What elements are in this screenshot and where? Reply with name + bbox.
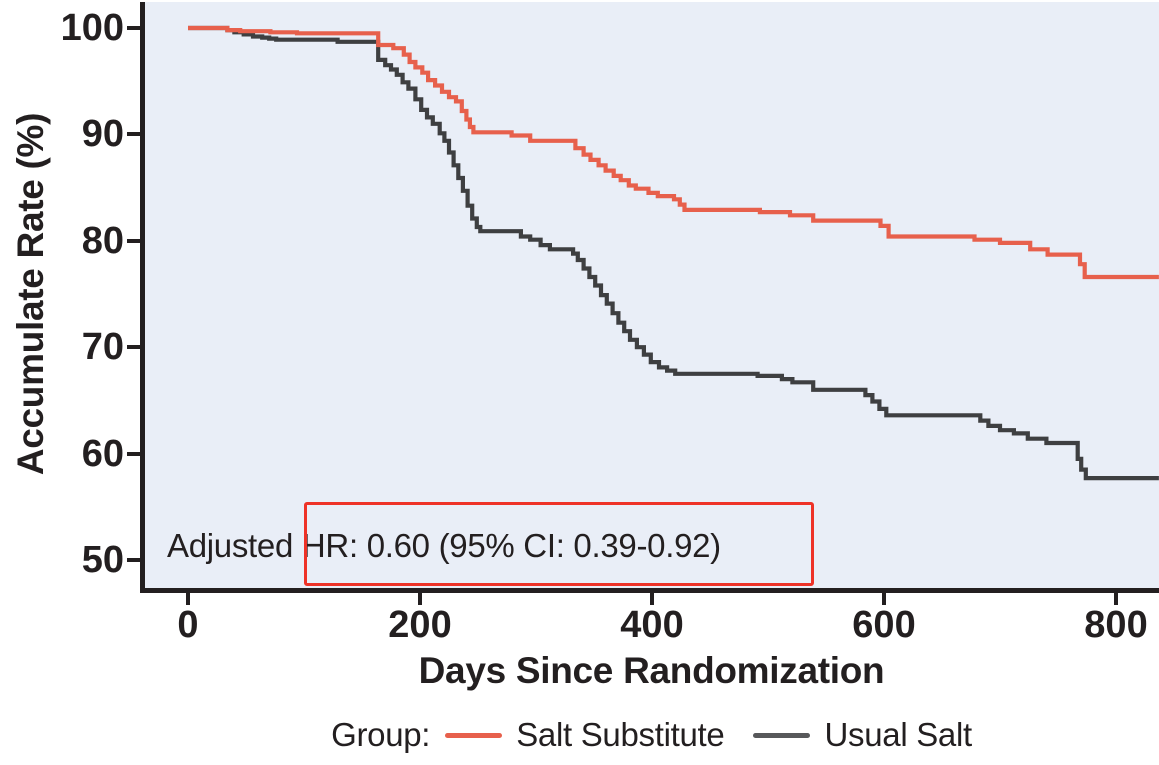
hazard-ratio-highlight-box [304,502,814,586]
x-tick-mark [1113,592,1119,605]
legend-item-salt-substitute: Salt Substitute [445,716,725,754]
x-axis-line [140,588,1159,593]
x-tick-mark [417,592,423,605]
y-tick-label: 50 [81,539,124,581]
y-axis-title: Accumulate Rate (%) [10,112,51,476]
legend-item-label: Usual Salt [824,716,972,753]
x-tick-label: 800 [1084,604,1148,646]
x-axis-title-row: Days Since Randomization [144,650,1159,692]
legend-label: Group: [331,716,431,753]
y-tick-mark [127,26,141,30]
x-axis-title: Days Since Randomization [418,650,885,691]
y-tick-label: 60 [81,432,124,475]
legend-item-usual-salt: Usual Salt [753,716,972,754]
y-tick-mark [127,451,141,456]
x-tick-label: 0 [177,604,199,646]
hazard-ratio-annotation: Adjusted HR: 0.60 (95% CI: 0.39-0.92) [167,527,721,564]
x-tick-label: 600 [852,604,916,646]
y-tick-mark [127,238,141,243]
y-tick-label: 100 [60,7,124,49]
usual-salt-curve [188,25,1159,481]
y-tick-label: 70 [81,326,124,369]
x-tick-label: 400 [620,604,684,646]
y-axis-line [140,2,145,592]
y-tick-label: 80 [81,219,124,262]
x-tick-mark [649,592,655,605]
survival-curves-canvas [188,25,1159,481]
y-tick-mark [127,345,141,350]
y-tick-mark [127,558,141,562]
legend: Group: Salt Substitute Usual Salt [144,716,1159,754]
x-tick-mark [881,592,887,605]
legend-line-swatch [445,732,503,738]
y-tick-label: 90 [81,113,124,156]
x-tick-label: 200 [388,604,452,646]
y-tick-mark [127,132,141,137]
legend-line-swatch [753,732,811,738]
x-tick-mark [185,592,191,605]
legend-item-label: Salt Substitute [516,716,725,753]
plot-area-background [144,2,1159,588]
salt-substitute-curve [188,25,1159,280]
